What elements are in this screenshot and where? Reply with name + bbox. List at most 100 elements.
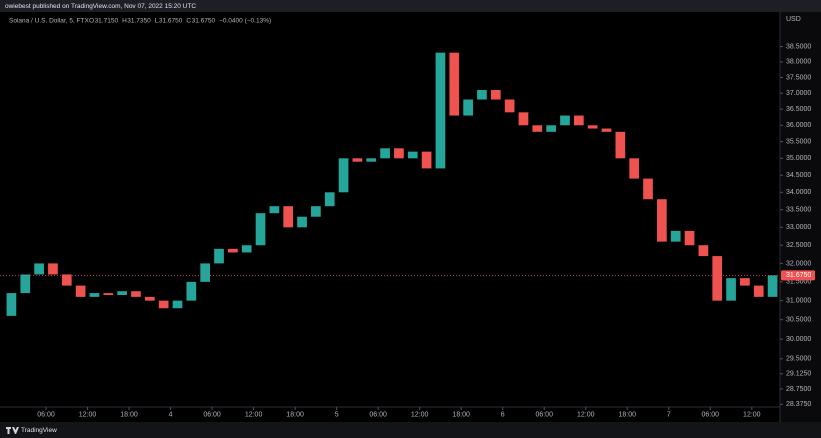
x-tick-label: 06:00 <box>369 411 387 418</box>
candle <box>587 125 598 129</box>
footer-bar <box>0 422 821 438</box>
candle <box>75 285 86 297</box>
currency: USD <box>786 16 801 23</box>
candle <box>670 230 681 242</box>
publisher: owiebest published on TradingView.com, N… <box>5 3 196 10</box>
candle <box>324 192 335 207</box>
legend-value: 31.6750 <box>159 18 183 25</box>
candle <box>629 158 640 179</box>
candle <box>449 52 460 116</box>
x-tick-label: 18:00 <box>120 411 138 418</box>
y-tick-label: 30.0000 <box>786 336 811 343</box>
logo <box>6 427 19 434</box>
header-bar <box>0 0 821 12</box>
candle <box>657 199 667 242</box>
legend-change: −0.0400 (−0.13%) <box>219 18 271 25</box>
y-tick-label: 32.5000 <box>786 242 811 249</box>
y-tick-label: 28.7500 <box>786 386 811 393</box>
candle <box>698 245 709 257</box>
candle <box>283 206 294 228</box>
candle <box>518 112 529 126</box>
candle <box>20 274 31 294</box>
candle <box>158 300 169 309</box>
candle <box>214 248 224 264</box>
candle <box>297 216 307 228</box>
candle <box>615 131 626 159</box>
y-tick-label: 36.0000 <box>786 122 811 129</box>
y-tick-label: 35.0000 <box>786 155 811 162</box>
candle <box>228 248 238 253</box>
candle <box>338 158 349 193</box>
candle <box>172 300 183 309</box>
x-tick-label: 12:00 <box>245 411 263 418</box>
candle <box>712 256 723 301</box>
plot-area <box>0 12 780 422</box>
y-tick-label: 31.0000 <box>786 297 811 304</box>
y-tick-label: 33.0000 <box>786 224 811 231</box>
candle <box>366 158 377 162</box>
candle <box>144 296 155 301</box>
candle <box>463 99 473 116</box>
last-price-box <box>781 270 815 281</box>
y-tick-label: 37.0000 <box>786 90 811 97</box>
y-tick-label: 33.5000 <box>786 207 811 214</box>
candle <box>421 151 432 169</box>
x-tick-label: 5 <box>335 411 339 418</box>
y-tick-label: 30.5000 <box>786 317 811 324</box>
candle <box>740 278 750 286</box>
x-tick-label: 7 <box>667 411 671 418</box>
candle <box>117 291 127 295</box>
x-tick-label: 12:00 <box>411 411 429 418</box>
candle <box>753 285 764 297</box>
x-tick-label: 4 <box>169 411 173 418</box>
candle <box>684 230 695 246</box>
y-tick-label: 38.0000 <box>786 59 811 66</box>
legend-value: 31.6750 <box>192 18 216 25</box>
x-tick-label: 06:00 <box>702 411 720 418</box>
candle <box>573 115 584 126</box>
candle <box>352 158 363 162</box>
x-tick-label: 06:00 <box>535 411 553 418</box>
candle <box>643 178 653 200</box>
y-tick-label: 34.0000 <box>786 189 811 196</box>
legend-key: C <box>186 18 191 25</box>
candle <box>407 151 418 159</box>
y-tick-label: 35.5000 <box>786 139 811 146</box>
candle <box>61 274 72 286</box>
candle <box>269 206 280 214</box>
y-tick-label: 29.5000 <box>786 356 811 363</box>
legend-key: H <box>122 18 127 25</box>
x-tick-label: 6 <box>501 411 505 418</box>
candle <box>200 263 211 282</box>
candle <box>601 128 612 132</box>
legend-key: O <box>89 18 94 25</box>
x-tick-label: 18:00 <box>619 411 637 418</box>
legend-value: 31.7150 <box>95 18 119 25</box>
candle <box>532 125 543 132</box>
candle <box>490 89 501 100</box>
y-tick-label: 36.5000 <box>786 106 811 113</box>
candle <box>241 245 252 253</box>
candle <box>546 125 556 132</box>
y-tick-label: 34.5000 <box>786 172 811 179</box>
candle <box>131 291 141 297</box>
candle <box>726 278 736 301</box>
x-tick-label: 18:00 <box>452 411 470 418</box>
candle <box>103 293 114 295</box>
candle <box>89 293 100 297</box>
x-tick-label: 12:00 <box>79 411 97 418</box>
candle <box>311 206 321 217</box>
candle <box>255 213 266 246</box>
legend-symbol: Solana / U.S. Dollar, 5, FTX <box>9 18 90 25</box>
candle <box>435 52 446 169</box>
candle <box>6 293 17 316</box>
x-tick-label: 12:00 <box>577 411 595 418</box>
y-tick-label: 38.5000 <box>786 43 811 50</box>
x-tick-label: 06:00 <box>203 411 221 418</box>
y-tick-label: 37.5000 <box>786 74 811 81</box>
y-tick-label: 29.1250 <box>786 371 811 378</box>
candle <box>186 281 197 301</box>
candle <box>504 99 515 113</box>
candle <box>394 148 404 159</box>
candle <box>560 115 570 126</box>
